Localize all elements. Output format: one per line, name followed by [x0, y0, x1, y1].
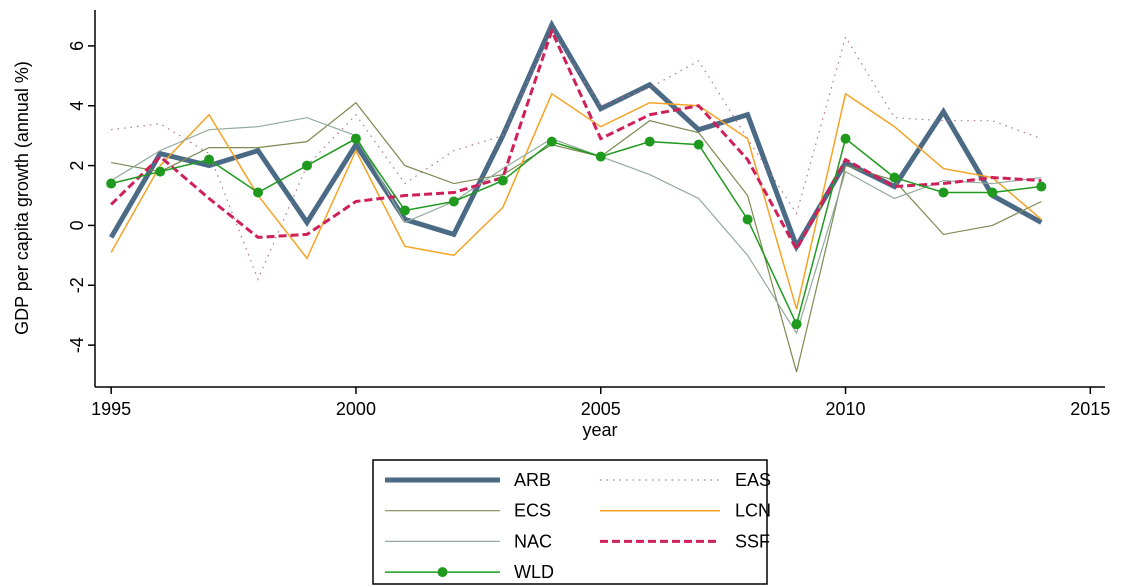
series-line	[110, 137, 1042, 327]
marker	[253, 187, 264, 198]
marker	[155, 166, 166, 177]
legend-label: NAC	[514, 531, 552, 551]
marker	[106, 178, 117, 189]
marker	[497, 175, 508, 186]
marker	[1036, 181, 1047, 192]
marker	[204, 154, 215, 165]
marker	[742, 214, 753, 225]
x-tick-label: 1995	[91, 399, 131, 419]
marker	[889, 172, 900, 183]
legend-label: ECS	[514, 501, 551, 521]
x-tick-label: 2005	[581, 399, 621, 419]
y-tick-label: 0	[67, 220, 87, 230]
marker	[644, 136, 655, 147]
marker	[399, 205, 410, 216]
marker	[938, 187, 949, 198]
series-line	[108, 19, 1043, 253]
legend-label: WLD	[514, 562, 554, 582]
x-axis-label: year	[582, 420, 617, 440]
x-tick-label: 2015	[1070, 399, 1110, 419]
marker	[448, 196, 459, 207]
marker	[350, 133, 361, 144]
legend-marker	[437, 567, 448, 578]
y-tick-label: 2	[67, 161, 87, 171]
marker	[840, 133, 851, 144]
series-line	[110, 117, 1042, 335]
y-tick-label: 4	[67, 101, 87, 111]
marker	[301, 160, 312, 171]
legend-label: EAS	[735, 470, 771, 490]
series-line	[111, 101, 1042, 373]
marker	[595, 151, 606, 162]
series-line	[110, 92, 1042, 310]
marker	[987, 187, 998, 198]
legend-label: SSF	[735, 531, 770, 551]
y-tick-label: -2	[67, 277, 87, 293]
y-tick-label: 6	[67, 41, 87, 51]
marker	[546, 136, 557, 147]
legend-label: LCN	[735, 501, 771, 521]
y-tick-label: -4	[67, 337, 87, 353]
series-line	[110, 26, 1042, 253]
x-tick-label: 2010	[826, 399, 866, 419]
x-tick-label: 2000	[336, 399, 376, 419]
marker	[791, 319, 802, 330]
marker	[693, 139, 704, 150]
y-axis-label: GDP per capita growth (annual %)	[12, 61, 32, 335]
legend-label: ARB	[514, 470, 551, 490]
